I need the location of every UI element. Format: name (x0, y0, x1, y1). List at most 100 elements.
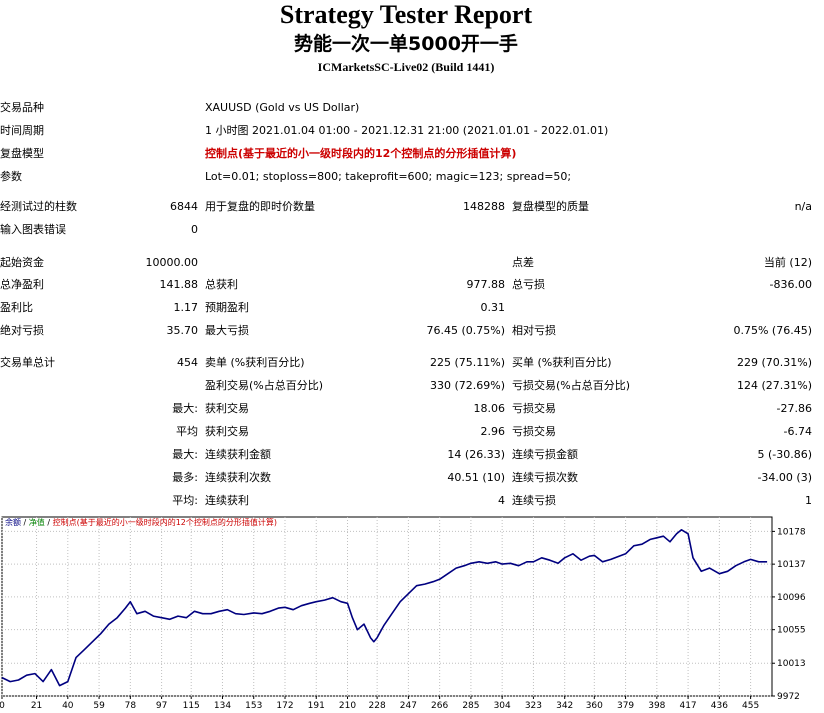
profit-trades-value: 330 (72.69%) (429, 379, 505, 392)
max-consecutive-losses-value: 5 (-30.86) (757, 448, 812, 461)
x-tick-label: 228 (369, 701, 386, 711)
expected-payoff-value: 0.31 (480, 301, 506, 314)
x-tick-label: 21 (31, 701, 42, 711)
average-loss-label: 亏损交易 (512, 425, 556, 438)
x-tick-label: 304 (494, 701, 511, 711)
model-label: 复盘模型 (0, 147, 44, 160)
x-tick-label: 97 (156, 701, 167, 711)
report-subtitle: 势能一次一单5000开一手 (294, 33, 518, 55)
x-tick-label: 191 (308, 701, 325, 711)
maximal-consecutive-label: 最多: (172, 471, 198, 484)
x-tick-label: 115 (183, 701, 200, 711)
maximal-consecutive-profit-label: 连续获利次数 (205, 471, 271, 484)
y-tick-label: 10178 (777, 527, 806, 537)
x-tick-label: 266 (431, 701, 448, 711)
average-label: 平均 (176, 425, 198, 438)
loss-trades-label: 亏损交易(%占总百分比) (512, 379, 631, 392)
y-tick-label: 9972 (777, 692, 800, 702)
average-consecutive-label: 平均: (172, 494, 198, 507)
expected-payoff-label: 预期盈利 (205, 301, 249, 314)
relative-drawdown-label: 相对亏损 (512, 324, 556, 337)
spread-label: 点差 (512, 256, 534, 269)
x-tick-label: 172 (276, 701, 293, 711)
x-tick-label: 455 (742, 701, 759, 711)
x-tick-label: 398 (648, 701, 665, 711)
average-profit-value: 2.96 (480, 425, 506, 438)
x-tick-label: 323 (525, 701, 542, 711)
largest-loss-label: 亏损交易 (512, 402, 556, 415)
short-positions-value: 225 (75.11%) (429, 356, 505, 369)
y-tick-label: 10055 (777, 626, 806, 636)
largest-label: 最大: (172, 402, 198, 415)
server-build: ICMarketsSC-Live02 (Build 1441) (317, 60, 495, 74)
profit-factor-label: 盈利比 (0, 301, 33, 314)
maximal-consecutive-loss-label: 连续亏损次数 (512, 471, 578, 484)
maximal-drawdown-value: 76.45 (0.75%) (426, 324, 505, 337)
x-tick-label: 417 (679, 701, 696, 711)
average-consecutive-losses-value: 1 (805, 494, 812, 507)
plot-frame (1, 516, 773, 697)
x-tick-label: 436 (711, 701, 728, 711)
period-value: 1 小时图 2021.01.04 01:00 - 2021.12.31 21:0… (205, 124, 609, 137)
balance-chart: 0 21 40 59 78 97 115 134 153 172 191 210 228 247 266 28… (0, 515, 824, 713)
gross-profit-label: 总获利 (205, 278, 238, 291)
total-trades-label: 交易单总计 (0, 356, 55, 369)
x-tick-label: 210 (339, 701, 356, 711)
x-tick-label: 0 (0, 701, 5, 711)
x-tick-label: 247 (400, 701, 417, 711)
x-tick-label: 59 (93, 701, 105, 711)
loss-trades-value: 124 (27.31%) (736, 379, 812, 392)
relative-drawdown-value: 0.75% (76.45) (733, 324, 812, 337)
legend-separator: / (47, 518, 51, 527)
gross-loss-label: 总亏损 (512, 278, 545, 291)
maximal-drawdown-label: 最大亏损 (205, 324, 249, 337)
symbol-label: 交易品种 (0, 101, 44, 114)
spread-value: 当前 (12) (763, 256, 812, 269)
errors-label: 输入图表错误 (0, 223, 66, 236)
x-tick-label: 379 (617, 701, 634, 711)
largest-profit-value: 18.06 (473, 402, 506, 415)
absolute-drawdown-label: 绝对亏损 (0, 324, 44, 337)
absolute-drawdown-value: 35.70 (166, 324, 199, 337)
balance-chart-svg: 0 21 40 59 78 97 115 134 153 172 191 210 228 247 266 28… (0, 516, 806, 711)
largest-loss-value: -27.86 (776, 402, 812, 415)
deposit-value: 10000.00 (145, 256, 199, 269)
legend-model: 控制点(基于最近的小一级时段内的12个控制点的分形插值计算) (52, 518, 278, 527)
symbol-value: XAUUSD (Gold vs US Dollar) (205, 101, 360, 114)
net-profit-value: 141.88 (159, 278, 199, 291)
ticks-value: 148288 (463, 200, 505, 213)
long-positions-value: 229 (70.31%) (736, 356, 812, 369)
legend-balance: 余额 (5, 518, 21, 527)
average-consecutive-losses-label: 连续亏损 (512, 494, 556, 507)
legend-separator: / (23, 518, 27, 527)
total-trades-value: 454 (177, 356, 198, 369)
average-consecutive-wins-value: 4 (498, 494, 505, 507)
average-consecutive-wins-label: 连续获利 (205, 494, 249, 507)
maximal-consecutive-loss-value: -34.00 (3) (757, 471, 812, 484)
errors-value: 0 (191, 223, 198, 236)
max-consecutive-label: 最大: (172, 448, 198, 461)
quality-label: 复盘模型的质量 (512, 200, 589, 213)
profit-trades-label: 盈利交易(%占总百分比) (205, 379, 324, 392)
average-profit-label: 获利交易 (205, 425, 249, 438)
period-label: 时间周期 (0, 124, 44, 137)
quality-value: n/a (794, 200, 812, 213)
ticks-label: 用于复盘的即时价数量 (205, 200, 315, 213)
y-tick-label: 10013 (777, 659, 806, 669)
y-tick-label: 10137 (777, 560, 806, 570)
long-positions-label: 买单 (%获利百分比) (512, 356, 612, 369)
largest-profit-label: 获利交易 (205, 402, 249, 415)
chart-legend: 余额 / 净值 / 控制点(基于最近的小一级时段内的12个控制点的分形插值计算) (5, 517, 277, 528)
x-tick-label: 285 (462, 701, 479, 711)
maximal-consecutive-profit-value: 40.51 (10) (447, 471, 505, 484)
max-consecutive-wins-value: 14 (26.33) (447, 448, 505, 461)
model-value: 控制点(基于最近的小一级时段内的12个控制点的分形插值计算) (205, 147, 517, 160)
bars-label: 经测试过的柱数 (0, 200, 77, 213)
deposit-label: 起始资金 (0, 256, 44, 269)
params-value: Lot=0.01; stoploss=800; takeprofit=600; … (205, 170, 572, 183)
x-tick-label: 342 (556, 701, 573, 711)
average-loss-value: -6.74 (783, 425, 812, 438)
params-label: 参数 (0, 170, 22, 183)
balance-line (1, 529, 768, 687)
legend-equity: 净值 (28, 518, 45, 527)
